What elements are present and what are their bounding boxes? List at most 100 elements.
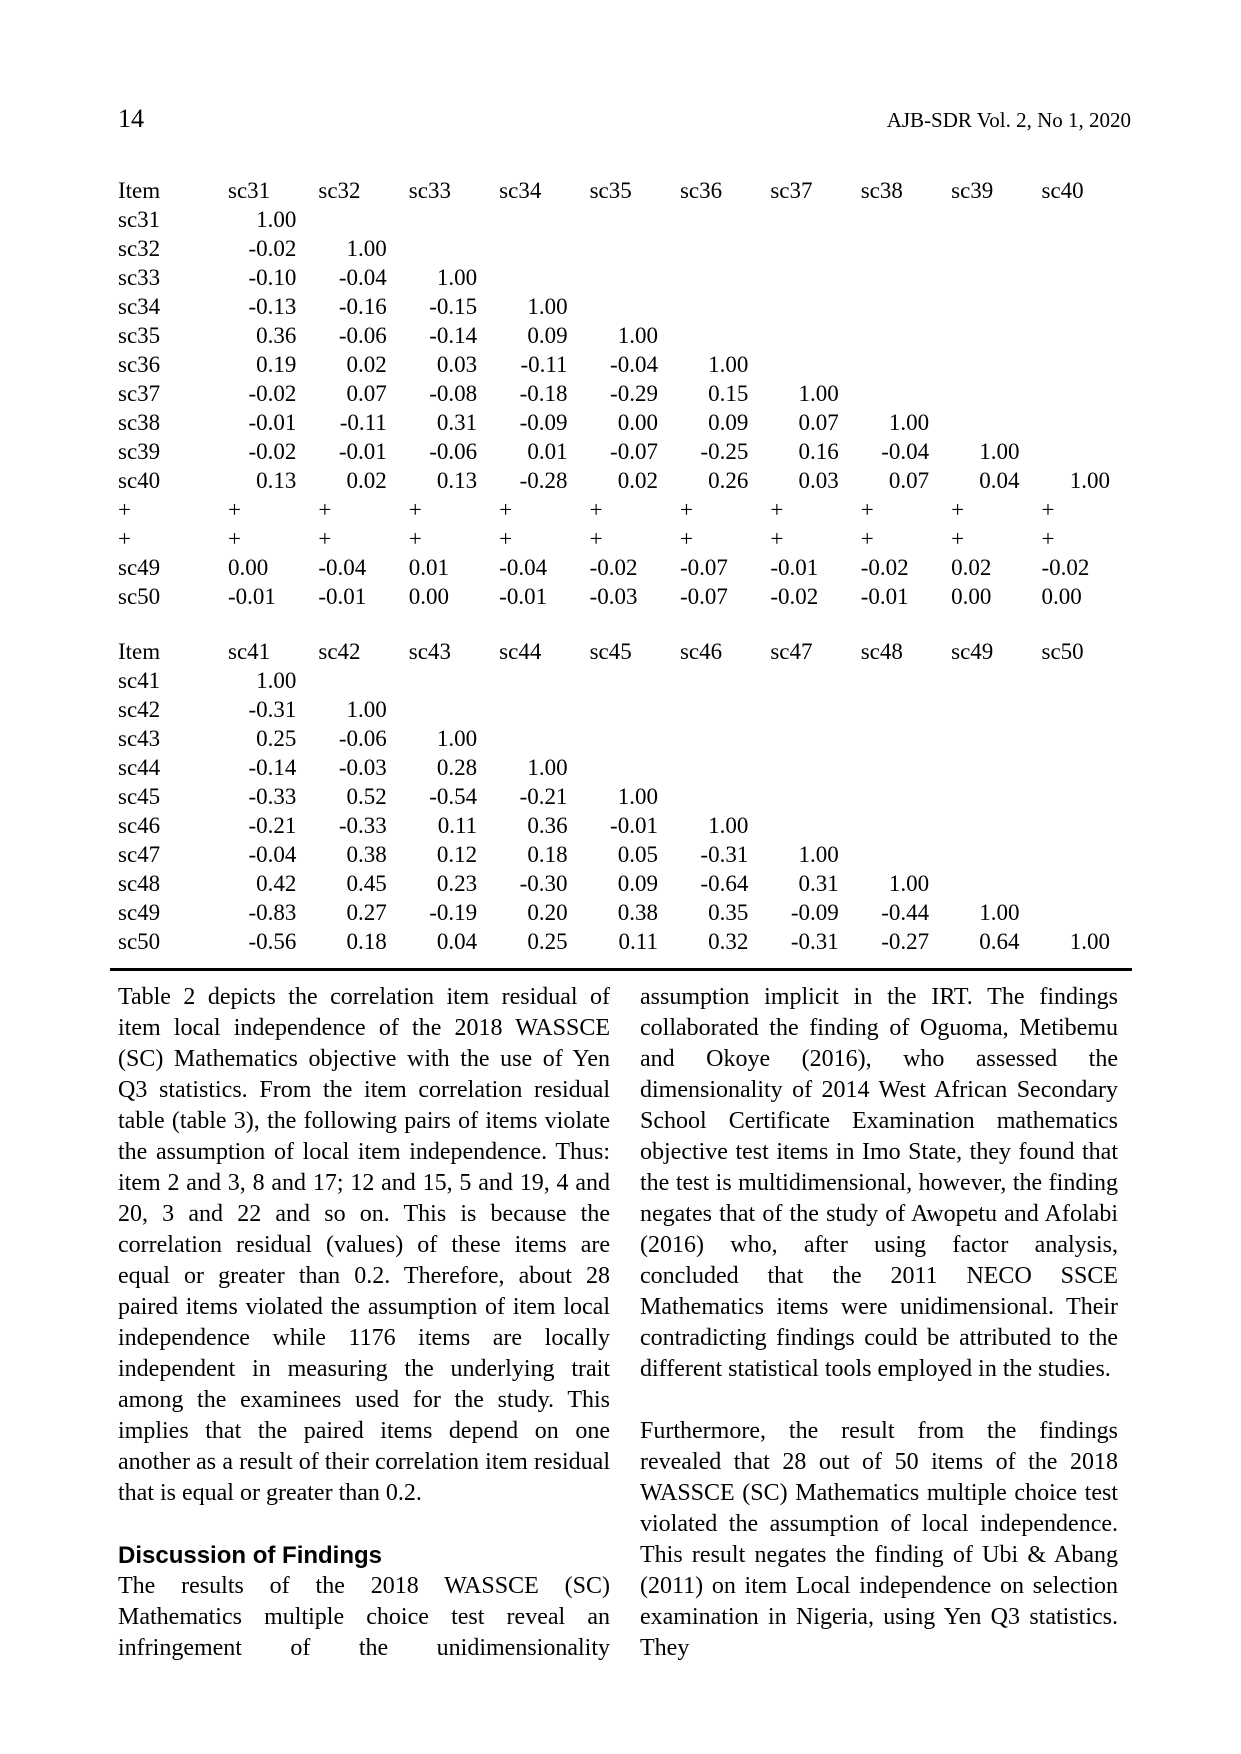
cell-value: + [499, 526, 513, 551]
cell-value: 0.01 [527, 439, 568, 464]
cell-value [1042, 408, 1132, 437]
cell-value: 0.04 [979, 468, 1020, 493]
cell-value: 0.26 [708, 468, 749, 493]
row-label: sc37 [118, 381, 161, 406]
cell-value: + [228, 497, 241, 522]
cell-value: -0.02 [248, 381, 297, 406]
cell-value: + [1041, 526, 1055, 551]
cell-value [770, 350, 860, 379]
cell-value: 1.00 [346, 697, 387, 722]
cell-value: -0.16 [338, 294, 387, 319]
section-heading: Discussion of Findings [118, 1542, 383, 1569]
table-row: sc32 -0.02 1.00 [118, 234, 1132, 263]
cell-value [1042, 724, 1132, 753]
body-right-column: assumption implicit in the IRT. The find… [640, 982, 1118, 1664]
cell-value: -0.07 [679, 555, 728, 580]
cell-value [409, 666, 499, 695]
cell-value: -0.25 [700, 439, 749, 464]
row-label: sc41 [118, 668, 161, 693]
cell-value [951, 263, 1041, 292]
cell-value: + [860, 526, 874, 551]
cell-value: -0.56 [248, 929, 297, 954]
cell-value: 1.00 [436, 265, 478, 290]
cell-value [1042, 437, 1132, 466]
cell-value [1042, 840, 1132, 869]
column-header: sc47 [770, 639, 813, 664]
cell-value [1042, 811, 1132, 840]
row-label: sc40 [118, 468, 161, 493]
table-row: sc49 -0.83 0.27 -0.19 0.20 0.38 0.35 -0.09 -0.44… [118, 898, 1132, 927]
cell-value [409, 695, 499, 724]
cell-value: 0.12 [436, 842, 478, 867]
cell-value: 0.07 [798, 410, 839, 435]
cell-value: -0.02 [770, 584, 819, 609]
cell-value: -0.18 [519, 381, 568, 406]
cell-value: + [679, 497, 693, 522]
cell-value [1042, 350, 1132, 379]
row-label: sc33 [118, 265, 161, 290]
cell-value: -0.33 [248, 784, 297, 809]
table-row: sc48 0.42 0.45 0.23 -0.30 0.09 -0.64 0.31 1.00 [118, 869, 1132, 898]
cell-value: 0.04 [436, 929, 478, 954]
cell-value [590, 263, 680, 292]
cell-value: + [228, 526, 241, 551]
cell-value: + [408, 526, 422, 551]
cell-value [590, 234, 680, 263]
cell-value [1042, 898, 1132, 927]
cell-value [590, 724, 680, 753]
cell-value: -0.01 [860, 584, 909, 609]
cell-value [770, 782, 860, 811]
cell-value: 1.00 [708, 813, 749, 838]
row-label: + [118, 526, 131, 551]
table-row: sc31 1.00 [118, 205, 1132, 234]
column-header: sc50 [1041, 639, 1084, 664]
journal-reference: AJB-SDR Vol. 2, No 1, 2020 [886, 108, 1131, 132]
correlation-table-upper: Item sc31 sc32 sc33 sc34 sc35 sc36 sc37 sc38 sc39… [118, 176, 1132, 611]
cell-value [680, 695, 770, 724]
cell-value [951, 869, 1041, 898]
paragraph: The results of the 2018 WASSCE (SC) Math… [118, 1573, 610, 1661]
cell-value [861, 753, 951, 782]
cell-value: 0.64 [979, 929, 1020, 954]
column-header: sc41 [228, 639, 271, 664]
cell-value [861, 321, 951, 350]
cell-value: 0.15 [708, 381, 749, 406]
cell-value: 0.36 [256, 323, 297, 348]
row-label: sc49 [118, 555, 161, 580]
row-label: sc44 [118, 755, 161, 780]
cell-value [590, 695, 680, 724]
cell-value [1042, 321, 1132, 350]
table-row: sc40 0.13 0.02 0.13 -0.28 0.02 0.26 0.03 0.07 0.0… [118, 466, 1132, 495]
table-row: + + + + + + + + + + + [118, 524, 1132, 553]
cell-value: 1.00 [256, 207, 297, 232]
cell-value: 0.07 [346, 381, 387, 406]
cell-value: -0.28 [519, 468, 568, 493]
cell-value: -0.07 [610, 439, 658, 464]
cell-value [1042, 205, 1132, 234]
cell-value [1042, 263, 1132, 292]
cell-value: -0.21 [248, 813, 297, 838]
cell-value: -0.21 [519, 784, 568, 809]
cell-value: -0.09 [790, 900, 839, 925]
cell-value: 0.02 [346, 468, 387, 493]
cell-value: -0.01 [610, 813, 658, 838]
cell-value: -0.01 [770, 555, 819, 580]
cell-value: 1.00 [346, 236, 387, 261]
table-header-row: Item sc41 sc42 sc43 sc44 sc45 sc46 sc47 sc48 sc49… [118, 637, 1132, 666]
column-header: sc34 [499, 178, 542, 203]
cell-value: 0.00 [617, 410, 658, 435]
cell-value: + [860, 497, 874, 522]
cell-value [861, 840, 951, 869]
table-row: sc34 -0.13 -0.16 -0.15 1.00 [118, 292, 1132, 321]
body-left-column: Table 2 depicts the correlation item res… [118, 982, 610, 1664]
cell-value [318, 205, 408, 234]
cell-value: -0.04 [248, 842, 297, 867]
row-label: sc50 [118, 929, 161, 954]
cell-value [861, 263, 951, 292]
table-row: sc47 -0.04 0.38 0.12 0.18 0.05 -0.31 1.00 [118, 840, 1132, 869]
column-header: sc45 [589, 639, 632, 664]
cell-value [499, 695, 589, 724]
cell-value: + [770, 526, 784, 551]
cell-value [680, 263, 770, 292]
